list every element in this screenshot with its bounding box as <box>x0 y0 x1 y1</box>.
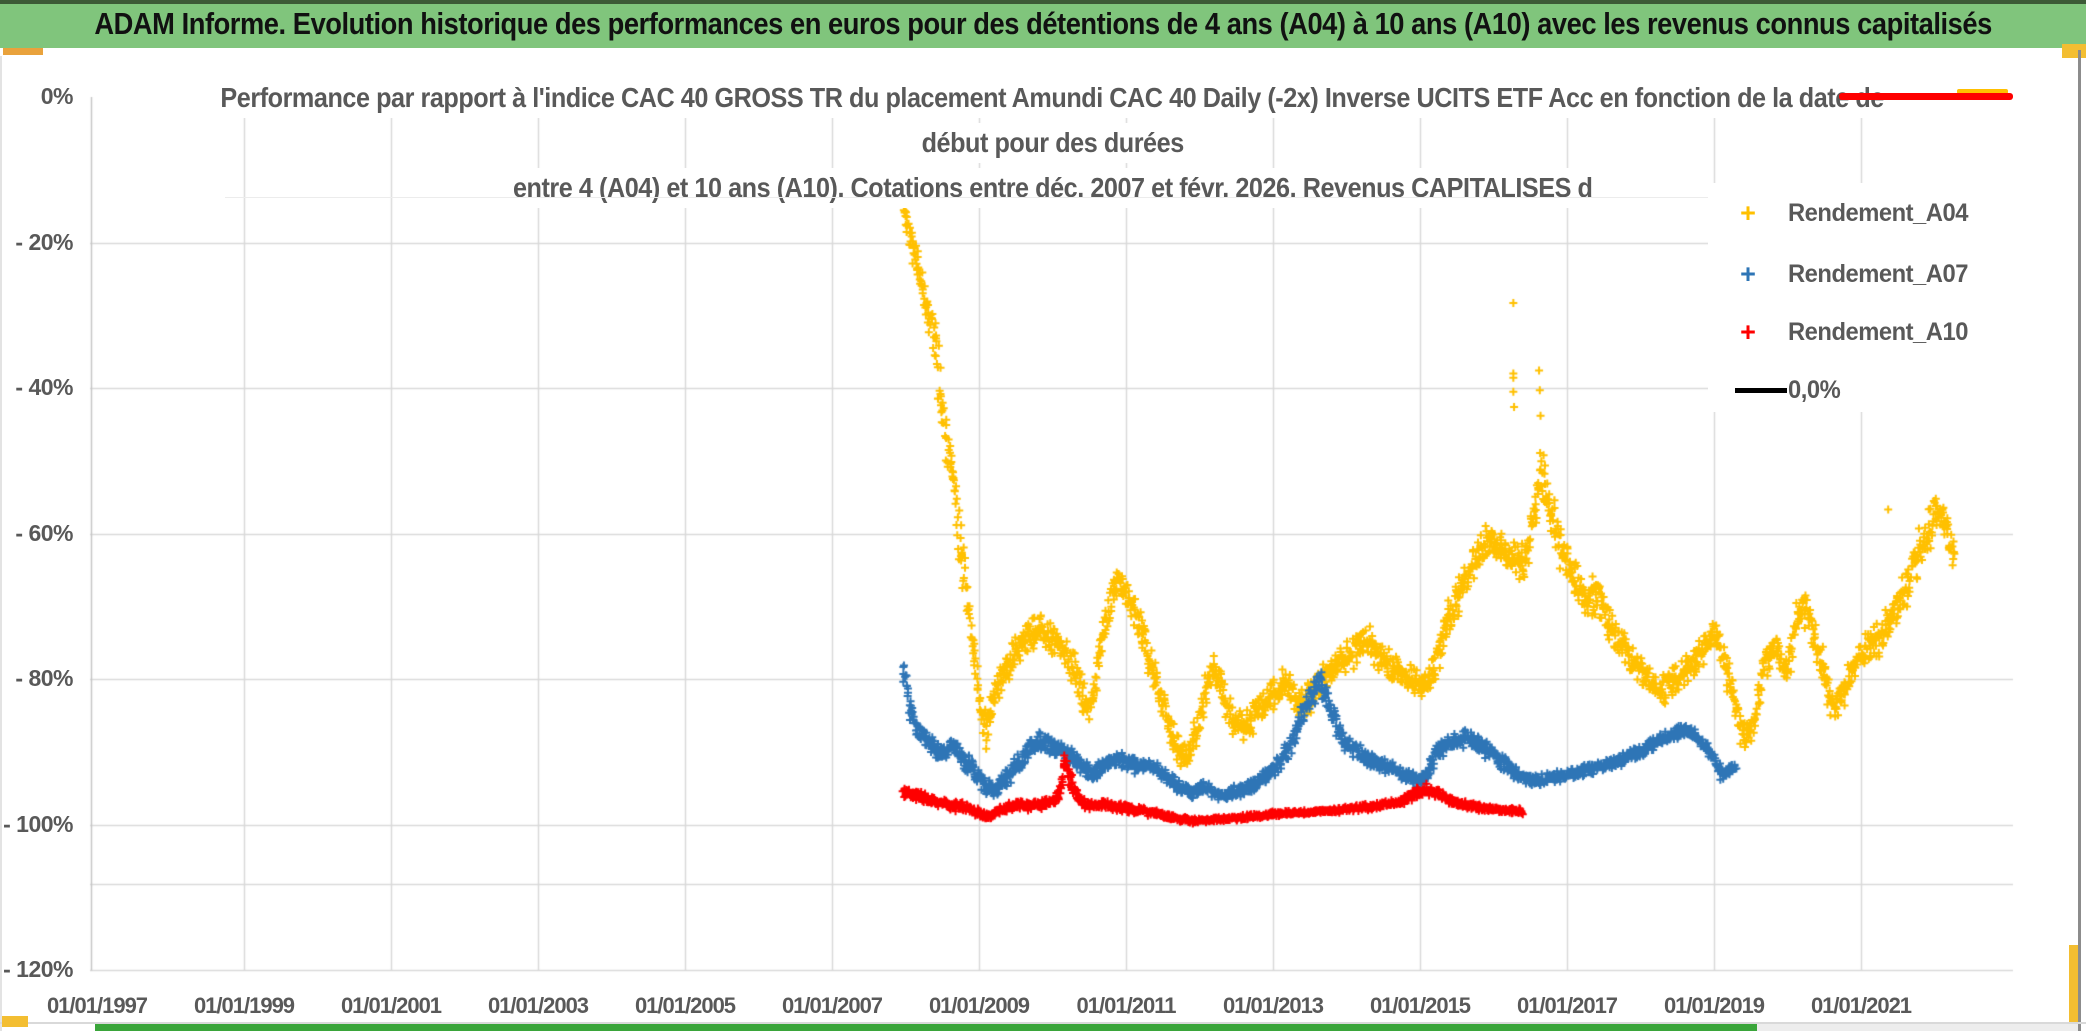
x-tick-label: 01/01/2015 <box>1369 993 1471 1018</box>
x-tick-label: 01/01/2007 <box>781 993 883 1018</box>
bottom-divider-line <box>0 1022 2086 1024</box>
legend-item-a10[interactable]: + Rendement_A10 <box>1708 315 2016 349</box>
bottom-gray-bar <box>1757 1024 2078 1031</box>
chart-title: Performance par rapport à l'indice CAC 4… <box>90 78 2015 213</box>
chart-title-line-2: début pour des durées <box>910 123 1195 163</box>
zero-line-icon <box>1735 387 1787 393</box>
bottom-left-yellow-square <box>2 1016 28 1027</box>
y-tick-label: - 100% <box>3 810 73 837</box>
chart-title-line-3: entre 4 (A04) et 10 ans (A10). Cotations… <box>501 168 1604 208</box>
right-edge-yellow-strip <box>2069 945 2078 1031</box>
y-tick-label: - 60% <box>15 519 73 546</box>
legend-label-a07: Rendement_A07 <box>1788 259 1968 288</box>
legend-label-a04: Rendement_A04 <box>1788 198 1968 227</box>
chart-title-line-1: Performance par rapport à l'indice CAC 4… <box>209 78 1896 118</box>
legend-label-a10: Rendement_A10 <box>1788 317 1968 346</box>
y-tick-label: 0% <box>40 83 74 109</box>
window-right-border <box>2078 50 2081 1031</box>
window-left-border <box>0 56 2 1031</box>
x-tick-label: 01/01/2013 <box>1222 993 1324 1018</box>
plus-marker-red-icon: + <box>1740 317 1756 347</box>
legend: + Rendement_A04 + Rendement_A07 + Rendem… <box>1708 183 2016 412</box>
legend-label-zero: 0,0% <box>1788 375 1841 404</box>
x-tick-label: 01/01/2021 <box>1810 993 1912 1018</box>
x-tick-label: 01/01/2009 <box>928 993 1030 1018</box>
y-tick-label: - 40% <box>15 374 73 400</box>
x-tick-label: 01/01/1999 <box>193 993 295 1018</box>
x-tick-label: 01/01/2001 <box>340 993 442 1018</box>
legend-item-a07[interactable]: + Rendement_A07 <box>1708 257 2016 291</box>
x-tick-label: 01/01/2003 <box>487 993 589 1018</box>
legend-item-zero[interactable]: 0,0% <box>1708 373 2016 407</box>
bottom-green-bar <box>95 1024 1757 1031</box>
x-tick-label: 01/01/2005 <box>634 993 736 1018</box>
y-tick-label: - 120% <box>3 956 73 982</box>
plus-marker-gold-icon: + <box>1740 198 1756 228</box>
x-tick-label: 01/01/2011 <box>1076 993 1177 1018</box>
title-underline <box>225 197 2013 198</box>
plus-marker-blue-icon: + <box>1740 259 1756 289</box>
gold-zero-segment <box>1956 89 2008 94</box>
y-tick-label: - 20% <box>15 228 73 255</box>
y-tick-label: - 80% <box>15 665 73 691</box>
red-zero-segment <box>1838 93 2014 100</box>
x-tick-label: 01/01/2019 <box>1663 993 1765 1018</box>
x-tick-label: 01/01/1997 <box>46 993 148 1018</box>
legend-item-a04[interactable]: + Rendement_A04 <box>1708 196 2016 230</box>
x-tick-label: 01/01/2017 <box>1516 993 1618 1018</box>
